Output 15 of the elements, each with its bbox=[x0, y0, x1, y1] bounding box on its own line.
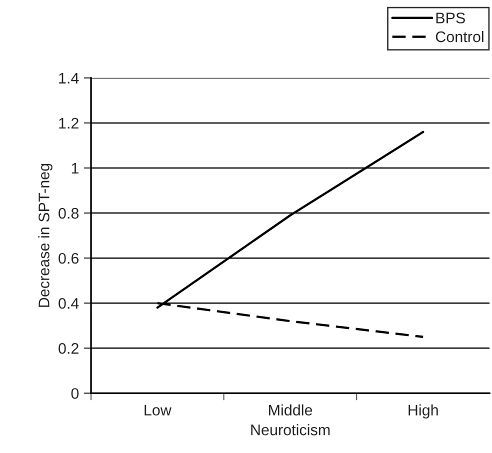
y-axis-title: Decrease in SPT-neg bbox=[38, 164, 52, 307]
y-tick-label: 1.4 bbox=[59, 72, 79, 84]
legend-label: BPS bbox=[436, 12, 465, 24]
y-tick-label: 0.6 bbox=[58, 252, 79, 264]
x-tick-label: High bbox=[408, 404, 438, 419]
y-tick-label: 1 bbox=[72, 163, 78, 174]
y-tick-label: 0.4 bbox=[58, 298, 79, 309]
x-tick-label: Low bbox=[144, 404, 172, 416]
y-tick-label: 0.2 bbox=[58, 343, 78, 354]
y-tick-label: 0 bbox=[71, 388, 79, 399]
x-tick-label: Middle bbox=[269, 404, 312, 416]
legend-label: Control bbox=[436, 30, 484, 42]
y-tick-label: 0.8 bbox=[58, 208, 79, 219]
y-tick-label: 1.2 bbox=[59, 118, 78, 128]
x-axis-title: Neuroticism bbox=[251, 424, 330, 436]
